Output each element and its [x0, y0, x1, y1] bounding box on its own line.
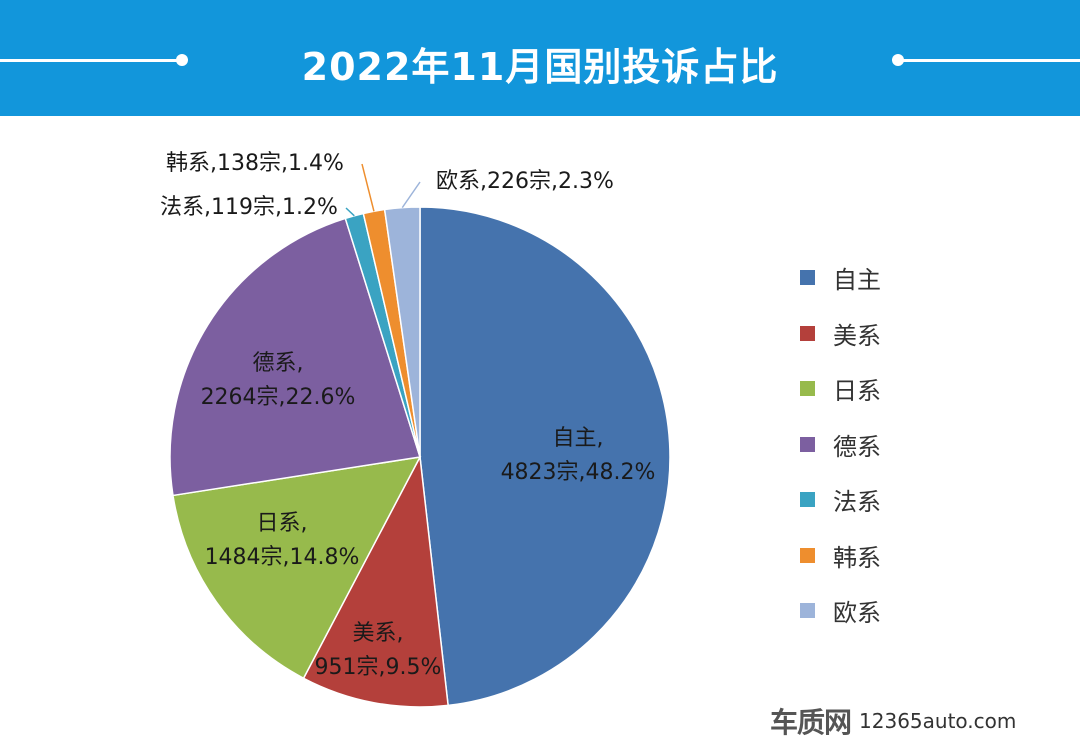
leader-line [401, 181, 421, 209]
banner-dot-right [892, 54, 904, 66]
data-label: 韩系,138宗,1.4% [166, 151, 344, 176]
watermark-brand: 车质网 [770, 706, 852, 739]
legend-item: 美系 [800, 306, 881, 362]
legend-item: 自主 [800, 250, 881, 306]
data-label-value: 2264宗,22.6% [201, 385, 356, 410]
legend-swatch [800, 381, 815, 397]
watermark-url: 12365auto.com [859, 709, 1017, 733]
watermark: 车质网 12365auto.com [770, 703, 1016, 739]
data-label: 法系,119宗,1.2% [160, 195, 338, 220]
legend-label: 自主 [833, 266, 881, 295]
leader-line [361, 163, 375, 212]
legend-label: 日系 [833, 377, 881, 406]
chart-title: 2022年11月国别投诉占比 [301, 45, 779, 89]
legend-item: 日系 [800, 361, 881, 417]
legend-swatch [800, 603, 815, 619]
pie-slice-slice-7 [383, 206, 421, 458]
pie-slice-slice-4 [169, 217, 421, 497]
legend-item: 法系 [800, 472, 881, 528]
legend-item: 德系 [800, 417, 881, 473]
legend-item: 欧系 [800, 583, 881, 639]
pie-slice-slice-2 [302, 454, 449, 708]
data-label-value: 1484宗,14.8% [205, 545, 360, 570]
legend-swatch [800, 436, 815, 452]
pie-slice-slice-1 [419, 206, 671, 707]
legend-label: 美系 [833, 321, 881, 350]
banner-line-left [0, 59, 178, 62]
banner-line-right [902, 59, 1080, 62]
data-label-name: 自主, [553, 426, 604, 451]
legend-swatch [800, 325, 815, 341]
data-label-name: 德系, [253, 351, 304, 376]
banner-dot-left [176, 54, 188, 66]
title-banner: 2022年11月国别投诉占比 [0, 0, 1080, 116]
legend-swatch [800, 270, 815, 286]
legend-item: 韩系 [800, 528, 881, 584]
leader-line [345, 207, 355, 217]
chart-legend: 自主美系日系德系法系韩系欧系 [800, 250, 881, 639]
legend-label: 法系 [833, 488, 881, 517]
legend-label: 韩系 [833, 543, 881, 572]
data-label-value: 4823宗,48.2% [501, 460, 656, 485]
data-label: 欧系,226宗,2.3% [436, 169, 614, 194]
legend-label: 欧系 [833, 599, 881, 628]
legend-swatch [800, 547, 815, 563]
legend-swatch [800, 492, 815, 508]
data-label-name: 美系, [353, 621, 404, 646]
pie-slice-slice-3 [172, 456, 422, 680]
legend-label: 德系 [833, 432, 881, 461]
data-label-name: 日系, [257, 511, 308, 536]
data-label-value: 951宗,9.5% [315, 655, 442, 680]
